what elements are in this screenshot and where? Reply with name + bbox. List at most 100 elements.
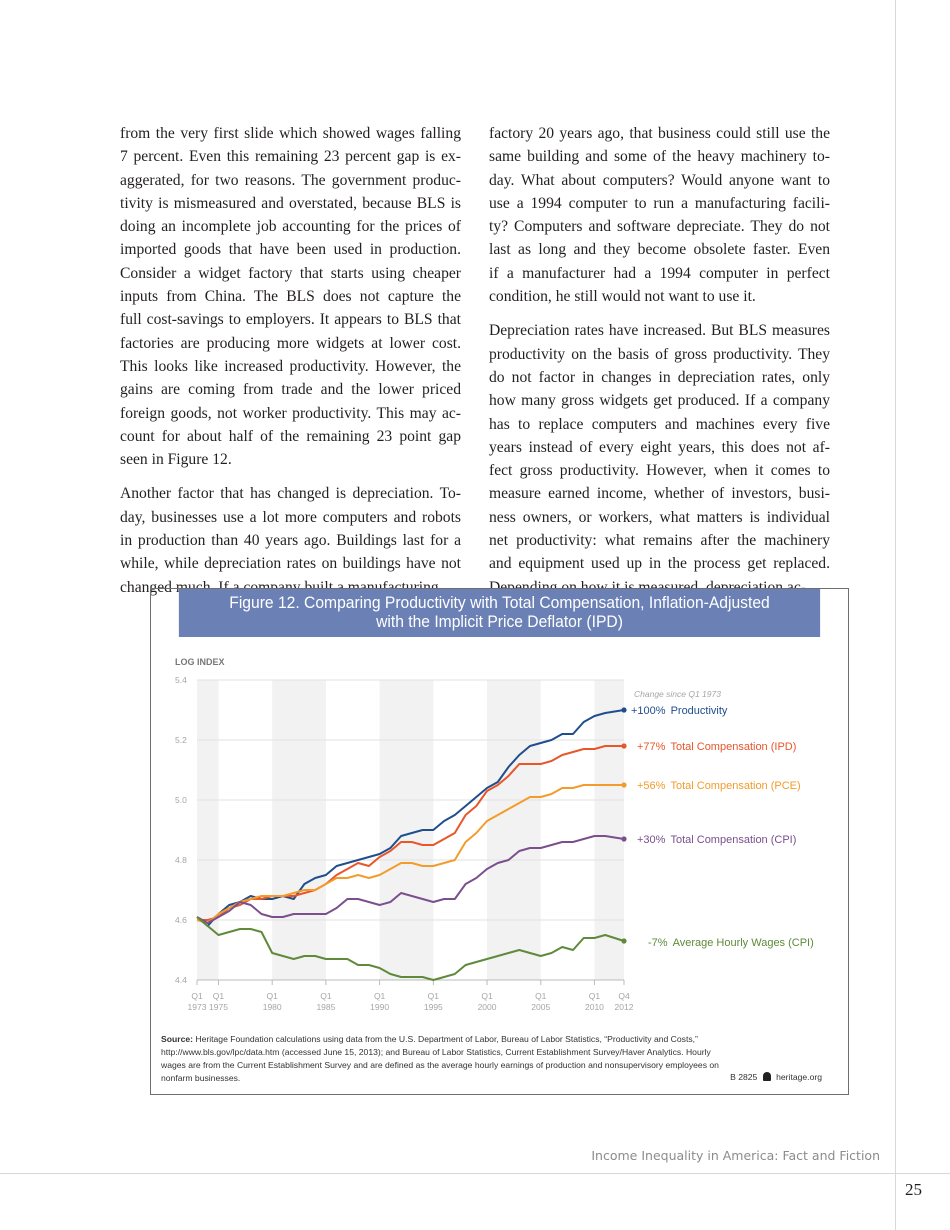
x-tick-quarter: Q1 (320, 991, 332, 1001)
text-line: seen in Figure 12. (120, 451, 232, 469)
shaded-band (272, 680, 326, 980)
series-end-marker (621, 782, 627, 788)
paragraph: factory 20 years ago, that business coul… (489, 122, 830, 308)
text-line: fect gross productivity. However, when i… (489, 462, 830, 480)
series-line-4 (196, 916, 625, 981)
text-line: condition, he still would not want to us… (489, 288, 756, 306)
paragraph: Another factor that has changed is depre… (120, 482, 461, 598)
text-line: tivity is mismeasured and overstated, be… (120, 194, 461, 212)
text-line: same building and some of the heavy mach… (489, 148, 830, 166)
text-line: measure earned income, whether of invest… (489, 485, 830, 503)
paragraph: Depreciation rates have increased. But B… (489, 319, 830, 599)
site-url: heritage.org (776, 1072, 822, 1082)
right-text-column: factory 20 years ago, that business coul… (489, 122, 830, 610)
text-line: inputs from China. The BLS does not capt… (120, 288, 461, 306)
series-change: +100% (631, 705, 666, 717)
x-tick-year: 2010 (585, 1002, 604, 1012)
x-tick-year: 1995 (424, 1002, 443, 1012)
left-text-column: from the very first slide which showed w… (120, 122, 461, 610)
figure-title-line-2: with the Implicit Price Deflator (IPD) (376, 612, 623, 631)
y-tick-label: 4.4 (175, 975, 187, 985)
text-line: This looks like increased productivity. … (120, 357, 461, 375)
series-name: Total Compensation (PCE) (670, 780, 800, 792)
paragraph: from the very first slide which showed w… (120, 122, 461, 471)
text-line: factory 20 years ago, that business coul… (489, 125, 830, 142)
figure-title-line-1: Figure 12. Comparing Productivity with T… (229, 593, 770, 612)
x-tick-year: 1973 (188, 1002, 207, 1012)
series-label: +77% Total Compensation (IPD) (637, 741, 796, 753)
x-tick-quarter: Q4 (618, 991, 630, 1001)
text-line: 7 percent. Even this remaining 23 percen… (120, 148, 461, 166)
x-tick-quarter: Q1 (374, 991, 386, 1001)
series-name: Productivity (671, 705, 728, 717)
series-label: -7% Average Hourly Wages (CPI) (648, 937, 814, 949)
series-label: +56% Total Compensation (PCE) (637, 780, 801, 792)
shaded-band (594, 680, 624, 980)
footer-divider (0, 1173, 950, 1174)
x-tick-quarter: Q1 (535, 991, 547, 1001)
series-name: Total Compensation (CPI) (670, 834, 796, 846)
text-line: do not factor in changes in depreciation… (489, 368, 830, 386)
text-line: in production than 40 years ago. Buildin… (120, 532, 461, 550)
x-tick-year: 1980 (263, 1002, 282, 1012)
x-tick-year: 2005 (531, 1002, 550, 1012)
series-end-marker (621, 836, 627, 842)
y-tick-label: 4.8 (175, 855, 187, 865)
source-text: Heritage Foundation calculations using d… (161, 1034, 719, 1083)
y-tick-label: 5.2 (175, 735, 187, 745)
margin-divider (895, 0, 896, 1230)
series-end-marker (621, 938, 627, 944)
series-label: +30% Total Compensation (CPI) (637, 834, 796, 846)
series-change: +30% (637, 834, 666, 846)
x-tick-year: 2012 (615, 1002, 634, 1012)
text-line: and equipment used up in the process get… (489, 555, 830, 573)
series-label: +100% Productivity (631, 705, 728, 717)
text-line: Depreciation rates have increased. But B… (489, 322, 830, 340)
series-name: Total Compensation (IPD) (670, 741, 796, 753)
text-line: years instead of every eight years, this… (489, 438, 830, 456)
y-tick-label: 5.0 (175, 795, 187, 805)
shaded-band (197, 680, 219, 980)
text-line: gains are coming from trade and the lowe… (120, 381, 461, 399)
text-line: aggerated, for two reasons. The governme… (120, 171, 461, 189)
text-line: ness owners, or workers, what matters is… (489, 508, 830, 526)
y-tick-label: 4.6 (175, 915, 187, 925)
series-change: +77% (637, 741, 666, 753)
series-line-1 (197, 745, 624, 921)
text-line: productivity on the basis of gross produ… (489, 345, 830, 363)
x-tick-quarter: Q1 (267, 991, 279, 1001)
text-line: how many gross widgets get produced. If … (489, 392, 830, 410)
text-line: foreign goods, not worker productivity. … (120, 404, 461, 422)
x-tick-quarter: Q1 (428, 991, 440, 1001)
x-tick-year: 1985 (316, 1002, 335, 1012)
text-line: if a manufacturer had a 1994 computer in… (489, 264, 830, 282)
text-line: day. What about computers? Would anyone … (489, 171, 830, 189)
y-tick-label: 5.4 (175, 675, 187, 685)
series-change: +56% (637, 780, 666, 792)
page-number: 25 (905, 1180, 922, 1199)
text-line: from the very first slide which showed w… (120, 125, 461, 142)
series-change: -7% (648, 937, 668, 949)
x-tick-quarter: Q1 (213, 991, 225, 1001)
series-end-marker (621, 743, 627, 749)
figure-credit: B 2825 heritage.org (730, 1072, 822, 1082)
series-line-2 (196, 784, 624, 924)
liberty-bell-icon (762, 1072, 771, 1081)
report-code: B 2825 (730, 1072, 758, 1082)
text-line: day, businesses use a lot more computers… (120, 508, 461, 526)
running-title: Income Inequality in America: Fact and F… (591, 1148, 880, 1163)
text-line: Consider a widget factory that starts us… (120, 264, 461, 282)
figure-title: Figure 12. Comparing Productivity with T… (178, 589, 821, 637)
y-axis-label: LOG INDEX (175, 657, 225, 667)
figure-12: Figure 12. Comparing Productivity with T… (150, 588, 849, 1095)
x-tick-year: 1990 (370, 1002, 389, 1012)
series-end-marker (621, 707, 627, 713)
source-label: Source: (161, 1034, 193, 1044)
text-line: net productivity: what remains after the… (489, 532, 830, 550)
series-line-0 (196, 709, 625, 927)
text-line: last as long and they become obsolete fa… (489, 241, 830, 259)
chart-annotation: Change since Q1 1973 (634, 689, 721, 699)
text-line: use a 1994 computer to run a manufacturi… (489, 194, 830, 212)
figure-source: Source: Heritage Foundation calculations… (161, 1033, 721, 1085)
